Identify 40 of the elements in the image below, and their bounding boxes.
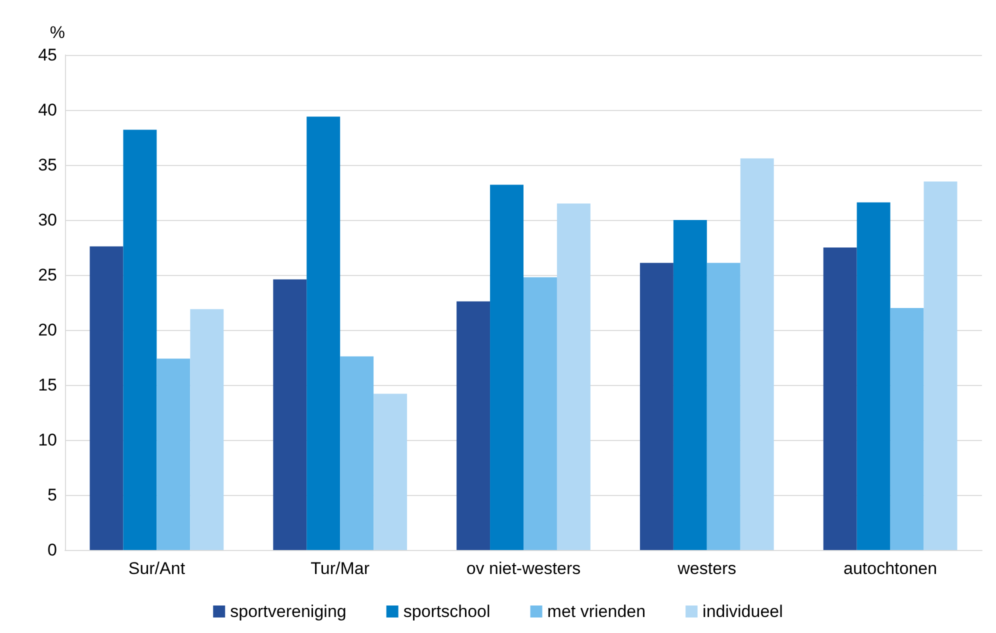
- bar: [156, 358, 190, 550]
- legend-label: sportschool: [403, 602, 490, 621]
- bar: [123, 130, 157, 550]
- y-tick-label: 40: [38, 100, 57, 120]
- bar: [340, 356, 374, 550]
- bar: [374, 394, 408, 550]
- y-tick-label: 0: [48, 540, 57, 560]
- bar: [490, 184, 524, 550]
- y-tick-label: 5: [48, 486, 57, 504]
- bar: [456, 301, 490, 550]
- bar: [823, 248, 857, 550]
- y-axis-title: %: [50, 23, 65, 42]
- x-tick-label: ov niet-westers: [466, 559, 581, 578]
- bar: [524, 277, 557, 550]
- bar: [740, 158, 774, 550]
- y-tick-label: 20: [38, 320, 57, 340]
- bar: [90, 246, 124, 550]
- y-tick-label: 10: [38, 430, 57, 450]
- bar: [924, 182, 958, 550]
- y-tick-label: 15: [38, 376, 57, 394]
- y-tick-label: 30: [38, 210, 57, 230]
- bar: [306, 116, 340, 550]
- y-tick-label: 35: [38, 156, 57, 174]
- bar: [640, 262, 674, 550]
- bar: [890, 308, 924, 550]
- x-tick-label: Tur/Mar: [310, 559, 370, 578]
- x-tick-label: Sur/Ant: [128, 559, 186, 578]
- bar: [190, 309, 224, 550]
- legend-label: met vrienden: [547, 602, 646, 621]
- bar: [673, 220, 707, 550]
- x-tick-label: autochtonen: [844, 559, 938, 578]
- bar: [556, 204, 590, 550]
- y-tick-label: 45: [38, 46, 57, 64]
- legend-label: individueel: [702, 602, 783, 621]
- x-tick-label: westers: [676, 559, 736, 578]
- bar: [273, 279, 307, 550]
- legend-label: sportvereniging: [230, 602, 346, 621]
- bar: [856, 202, 890, 550]
- y-tick-label: 25: [38, 266, 57, 284]
- bar: [706, 262, 740, 550]
